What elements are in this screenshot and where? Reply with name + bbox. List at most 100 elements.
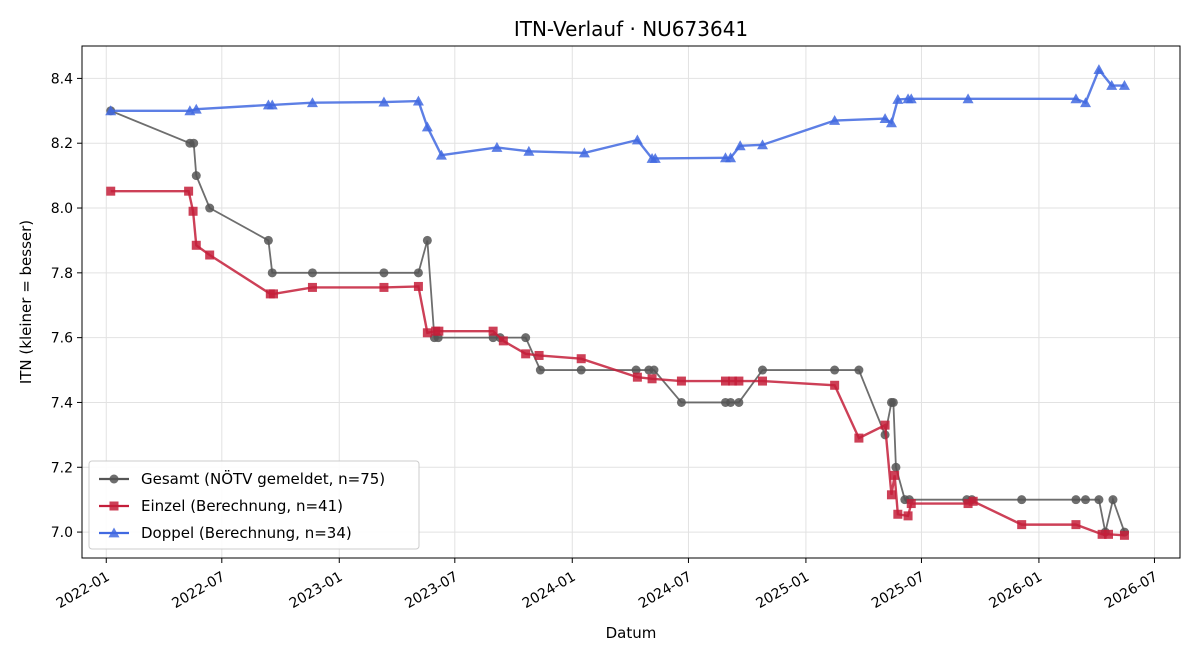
legend-marker — [109, 474, 119, 484]
data-point — [189, 138, 199, 148]
data-point — [829, 115, 841, 125]
data-point — [413, 268, 423, 278]
data-point — [725, 152, 737, 163]
y-tick-label: 8.4 — [51, 71, 73, 87]
data-point — [893, 509, 903, 519]
data-point — [1081, 495, 1091, 505]
data-point — [491, 141, 503, 152]
legend-marker — [108, 527, 120, 538]
data-point — [886, 490, 896, 500]
legend-label: Einzel (Berechnung, n=41) — [141, 497, 343, 515]
data-point — [523, 145, 535, 156]
data-point — [830, 380, 840, 390]
legend-item-einzel: Einzel (Berechnung, n=41) — [99, 497, 343, 515]
data-point — [413, 281, 423, 291]
data-point — [647, 374, 657, 384]
plot-border — [81, 45, 1181, 559]
data-point — [962, 93, 974, 104]
x-tick-label: 2024-07 — [636, 569, 695, 612]
y-tick-label: 8.2 — [51, 136, 73, 152]
data-point — [906, 499, 916, 509]
y-tick-label: 7.8 — [51, 266, 73, 282]
x-tick-label: 2023-01 — [287, 569, 346, 612]
data-point — [649, 365, 659, 375]
x-tick-label: 2025-01 — [753, 569, 812, 612]
data-point — [1094, 495, 1104, 505]
data-point — [306, 97, 318, 108]
grid-lines — [82, 46, 1180, 558]
data-point — [726, 397, 736, 407]
series-einzel — [106, 186, 1129, 540]
data-point — [1119, 530, 1129, 540]
data-point — [880, 420, 890, 430]
series-doppel — [105, 64, 1130, 163]
data-point — [734, 397, 744, 407]
data-point — [1097, 529, 1107, 539]
data-point — [521, 333, 531, 343]
legend-item-doppel: Doppel (Berechnung, n=34) — [99, 524, 352, 542]
data-point — [879, 113, 891, 123]
x-tick-label: 2026-07 — [1102, 569, 1161, 612]
data-point — [422, 328, 432, 338]
data-point — [734, 376, 744, 386]
x-tick-label: 2025-07 — [869, 569, 928, 612]
data-point — [1118, 80, 1130, 90]
data-point — [676, 376, 686, 386]
series-line — [110, 67, 1125, 160]
data-point — [266, 99, 278, 110]
data-point — [576, 365, 586, 375]
data-point — [434, 326, 444, 336]
legend-label: Gesamt (NÖTV gemeldet, n=75) — [141, 469, 385, 488]
data-point — [892, 93, 904, 104]
data-point — [1080, 97, 1092, 108]
data-point — [1093, 64, 1105, 75]
data-point — [106, 186, 116, 196]
data-point — [758, 376, 768, 386]
data-point — [758, 365, 768, 375]
data-point — [1104, 529, 1114, 539]
legend-marker — [109, 501, 119, 511]
data-point — [576, 354, 586, 364]
data-point — [720, 376, 730, 386]
legend-box — [88, 460, 420, 550]
data-point — [1070, 93, 1082, 104]
data-point — [191, 171, 201, 181]
data-point — [1017, 495, 1027, 505]
data-point — [205, 250, 215, 260]
data-point — [578, 147, 590, 158]
data-point — [488, 326, 498, 336]
data-point — [728, 376, 738, 386]
x-tick-label: 2022-01 — [54, 569, 113, 612]
data-point — [757, 139, 769, 150]
x-tick-label: 2024-01 — [520, 569, 579, 612]
data-point — [888, 397, 898, 407]
y-tick-label: 8.0 — [51, 201, 73, 217]
data-point — [269, 289, 279, 299]
data-point — [498, 336, 508, 346]
data-point — [307, 268, 317, 278]
data-point — [885, 117, 897, 128]
chart-title: ITN-Verlauf · NU673641 — [514, 17, 748, 41]
y-tick-label: 7.0 — [51, 525, 73, 541]
data-point — [1071, 520, 1081, 530]
data-point — [205, 203, 215, 213]
data-point — [963, 499, 973, 509]
data-point — [422, 235, 432, 245]
data-point — [521, 349, 531, 359]
data-point — [435, 149, 447, 160]
data-point — [263, 235, 273, 245]
data-point — [854, 433, 864, 443]
y-axis-title: ITN (kleiner = besser) — [17, 220, 35, 384]
data-point — [379, 282, 389, 292]
series-layer — [105, 64, 1130, 540]
data-point — [968, 496, 978, 506]
data-point — [534, 350, 544, 360]
data-point — [676, 397, 686, 407]
data-point — [412, 95, 424, 106]
data-point — [905, 93, 917, 104]
legend: Gesamt (NÖTV gemeldet, n=75) Einzel (Bere… — [88, 460, 420, 550]
x-tick-label: 2022-07 — [169, 569, 228, 612]
data-point — [191, 240, 201, 250]
legend-item-gesamt: Gesamt (NÖTV gemeldet, n=75) — [99, 469, 385, 488]
